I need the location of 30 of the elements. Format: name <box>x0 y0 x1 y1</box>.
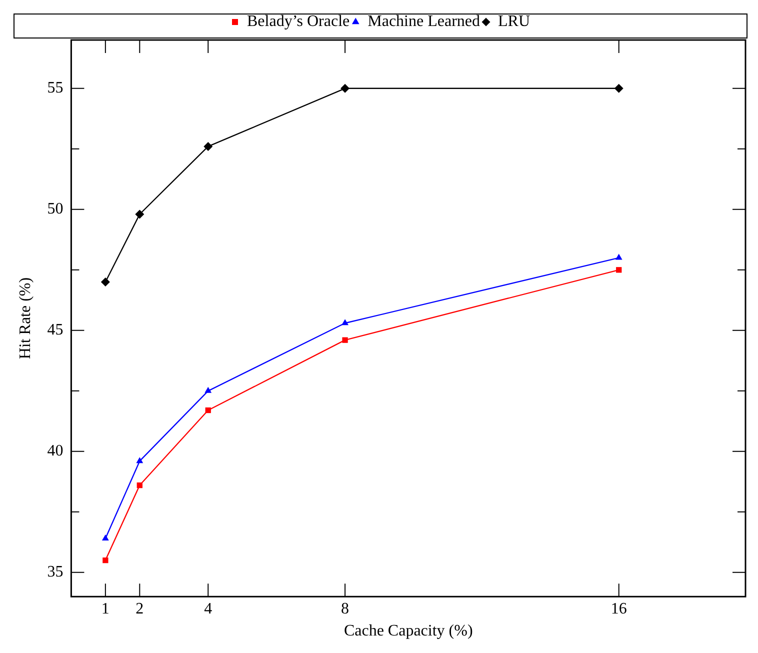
y-tick-label: 45 <box>47 322 64 339</box>
point <box>615 254 622 260</box>
point <box>616 267 622 273</box>
point <box>136 457 144 464</box>
point <box>205 407 211 414</box>
legend-label: Machine Learned <box>368 13 480 30</box>
y-tick-label: 55 <box>47 80 64 97</box>
y-tick-label: 40 <box>47 442 64 460</box>
x-tick-label: 8 <box>341 600 350 618</box>
x-tick-label: 1 <box>101 600 110 618</box>
y-tick-label: 35 <box>47 564 64 581</box>
point <box>342 337 348 343</box>
legend-label: LRU <box>498 13 530 30</box>
x-axis-title: Cache Capacity (%) <box>344 622 473 640</box>
point <box>100 278 110 286</box>
legend-label: Belady’s Oracle <box>246 13 350 30</box>
point <box>102 534 109 541</box>
y-tick-label: 50 <box>47 200 64 218</box>
point <box>102 557 108 564</box>
x-tick-label: 16 <box>610 600 627 618</box>
point <box>204 386 212 393</box>
x-tick-label: 4 <box>204 600 212 618</box>
point <box>136 482 142 488</box>
point <box>342 319 348 326</box>
point <box>614 84 624 93</box>
point <box>340 84 350 93</box>
x-tick-label: 2 <box>136 600 144 618</box>
point <box>135 210 144 219</box>
point <box>204 142 213 151</box>
y-axis-title: Hit Rate (%) <box>16 277 34 360</box>
